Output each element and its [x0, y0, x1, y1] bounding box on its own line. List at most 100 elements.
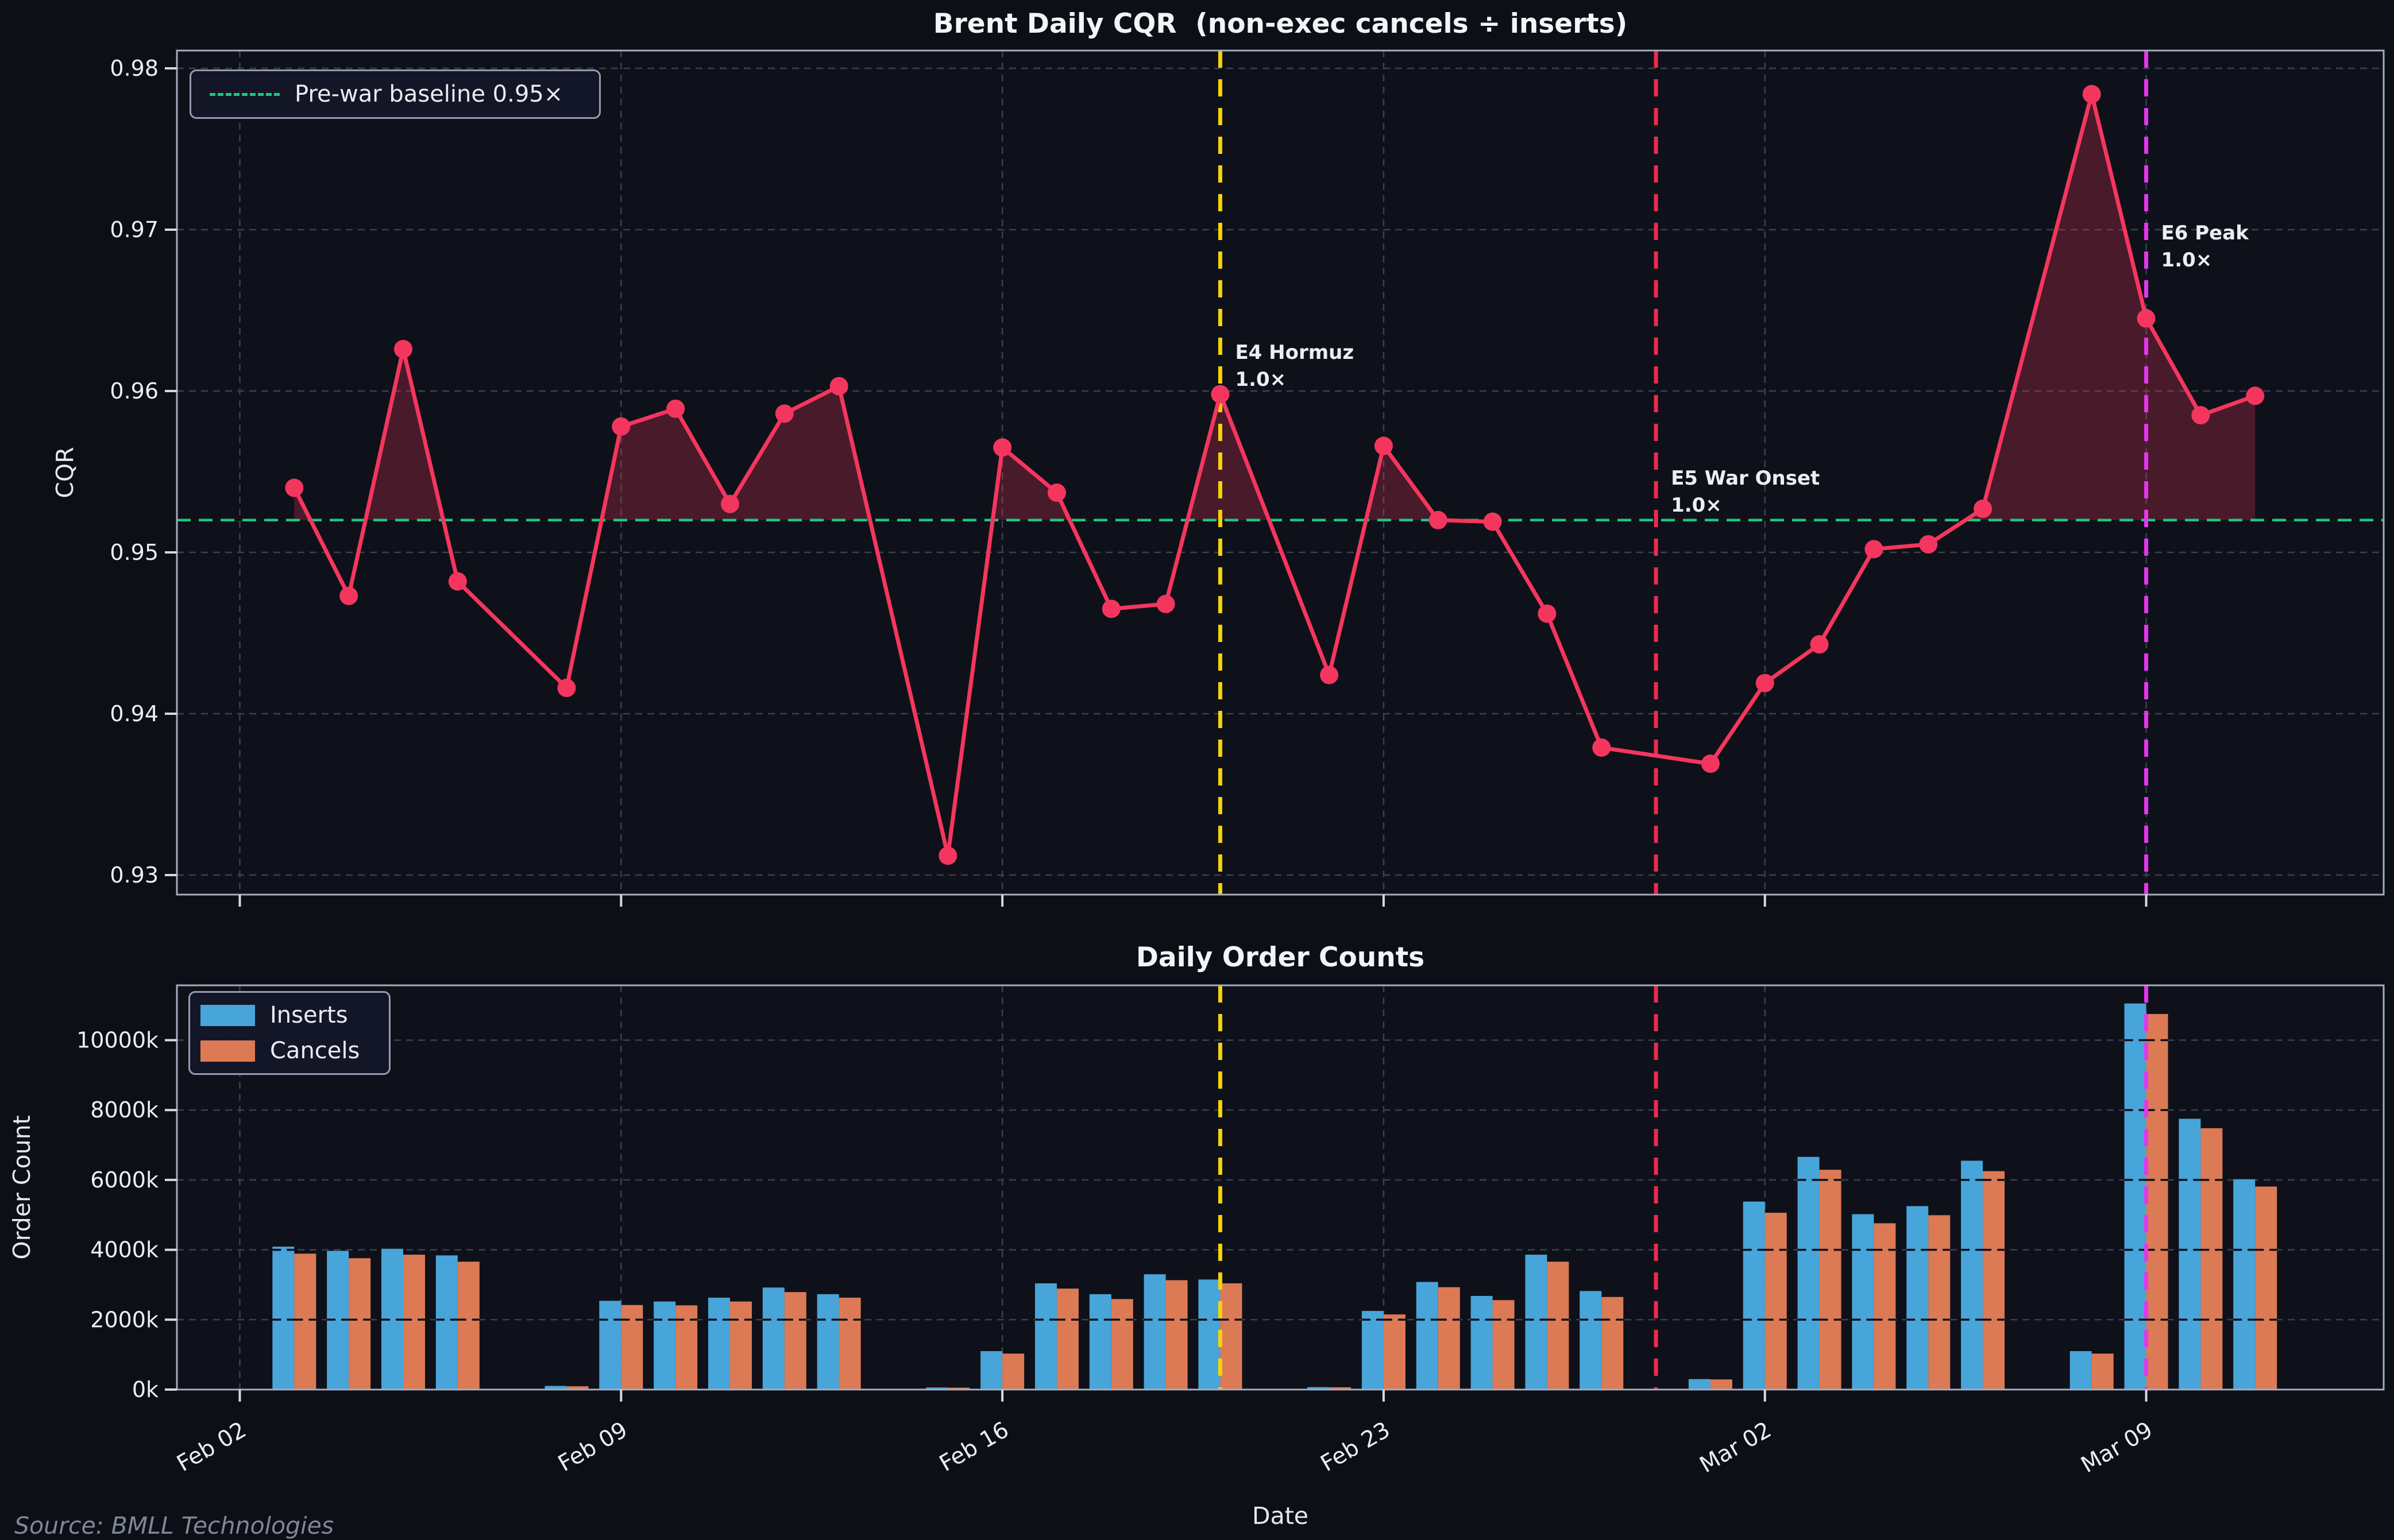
top-y-tick-label: 0.95 — [110, 540, 159, 565]
inserts-bar — [545, 1386, 567, 1390]
cancels-bar — [1002, 1353, 1025, 1390]
cancels-legend-label: Cancels — [270, 1038, 360, 1064]
cancels-bar — [2200, 1128, 2223, 1390]
cancels-bar — [2146, 1013, 2168, 1390]
cqr-data-point — [1374, 436, 1393, 455]
inserts-bar — [1852, 1214, 1874, 1390]
cqr-data-point — [939, 846, 957, 865]
legend-item-cancels: Cancels — [200, 1038, 389, 1064]
top-axes-frame — [176, 49, 2385, 896]
inserts-bar — [1416, 1282, 1438, 1390]
bottom-x-tick-label: Feb 16 — [935, 1417, 1013, 1477]
cqr-data-point — [1102, 599, 1121, 618]
event-label-e4-multiplier: 1.0× — [1235, 368, 1286, 391]
cqr-data-point — [2137, 309, 2156, 328]
inserts-bar — [1361, 1311, 1384, 1390]
cancels-bar — [1220, 1283, 1242, 1390]
series-legend: Inserts Cancels — [188, 991, 391, 1075]
inserts-bar — [2179, 1119, 2201, 1390]
inserts-bar — [1470, 1295, 1493, 1390]
cancels-bar — [948, 1387, 970, 1390]
inserts-swatch — [200, 1004, 255, 1026]
inserts-bar — [1198, 1279, 1221, 1390]
cqr-above-baseline-fill — [1187, 394, 1269, 520]
cancels-bar — [1383, 1314, 1405, 1390]
order-count-y-axis-label: Order Count — [8, 1115, 36, 1259]
inserts-bar — [926, 1387, 948, 1390]
inserts-bar — [1307, 1387, 1330, 1390]
cqr-y-axis-label: CQR — [51, 447, 79, 498]
inserts-bar — [1089, 1294, 1111, 1390]
cqr-data-point — [1919, 535, 1938, 554]
cancels-bar — [1547, 1262, 1569, 1390]
cqr-data-point — [829, 377, 848, 396]
top-y-tick-label: 0.98 — [110, 56, 159, 81]
cqr-data-point — [285, 478, 304, 497]
baseline-legend-label: Pre-war baseline 0.95× — [295, 81, 563, 107]
cqr-data-point — [557, 679, 576, 698]
baseline-legend: Pre-war baseline 0.95× — [190, 69, 601, 119]
cqr-above-baseline-fill — [365, 349, 443, 520]
x-axis-label: Date — [1252, 1502, 1308, 1530]
cancels-bar — [566, 1386, 589, 1390]
inserts-bar — [2124, 1003, 2146, 1390]
cqr-data-point — [393, 339, 412, 358]
cqr-data-point — [2246, 386, 2265, 405]
event-label-e6-multiplier: 1.0× — [2161, 249, 2212, 272]
cqr-data-point — [1974, 500, 1993, 519]
bottom-y-tick-label: 2000k — [90, 1307, 159, 1332]
cancels-bar — [1329, 1387, 1352, 1390]
cqr-data-point — [2191, 406, 2210, 425]
cancels-swatch — [200, 1040, 255, 1062]
top-plot-background — [177, 51, 2384, 895]
bottom-x-tick-label: Mar 02 — [1696, 1417, 1776, 1479]
inserts-legend-label: Inserts — [270, 1002, 348, 1028]
bottom-plot-background — [177, 985, 2384, 1390]
top-y-tick-label: 0.96 — [110, 378, 159, 404]
event-label-e5-multiplier: 1.0× — [1671, 494, 1722, 517]
cancels-bar — [1983, 1171, 2005, 1390]
bottom-y-tick-label: 8000k — [90, 1097, 159, 1123]
inserts-bar — [654, 1301, 676, 1390]
cqr-above-baseline-fill — [1965, 94, 2256, 520]
cqr-data-point — [612, 417, 631, 436]
cqr-data-point — [993, 438, 1012, 457]
cancels-bar — [457, 1262, 480, 1390]
inserts-bar — [1688, 1379, 1710, 1390]
cancels-bar — [403, 1255, 425, 1390]
cancels-bar — [1165, 1280, 1188, 1390]
top-chart-title: Brent Daily CQR (non-exec cancels ÷ inse… — [933, 8, 1628, 40]
top-y-tick-label: 0.94 — [110, 701, 159, 726]
cancels-bar — [294, 1253, 316, 1390]
cqr-data-point — [775, 404, 794, 423]
bottom-axes-frame — [176, 984, 2385, 1391]
bottom-x-tick-label: Mar 09 — [2077, 1417, 2157, 1479]
inserts-bar — [1525, 1255, 1547, 1390]
bottom-x-tick-label: Feb 02 — [172, 1417, 250, 1477]
top-y-tick-label: 0.93 — [110, 862, 159, 888]
cqr-data-point — [1538, 604, 1557, 623]
cqr-above-baseline-fill — [1366, 446, 1438, 520]
inserts-bar — [1797, 1156, 1820, 1390]
cqr-data-point — [720, 494, 739, 513]
bottom-y-tick-label: 10000k — [76, 1028, 159, 1053]
cancels-bar — [1601, 1297, 1624, 1390]
cancels-bar — [1056, 1289, 1079, 1390]
cqr-data-point — [339, 586, 358, 605]
inserts-bar — [2233, 1179, 2256, 1390]
cancels-bar — [1111, 1299, 1133, 1390]
cqr-data-point — [1755, 674, 1774, 692]
inserts-bar — [1034, 1283, 1057, 1390]
inserts-bar — [1906, 1206, 1929, 1390]
inserts-bar — [1961, 1160, 1983, 1390]
cancels-bar — [839, 1297, 861, 1390]
inserts-bar — [708, 1297, 730, 1390]
cancels-bar — [1819, 1170, 1841, 1390]
cancels-bar — [621, 1305, 643, 1390]
inserts-bar — [272, 1247, 295, 1390]
cqr-data-point — [1483, 512, 1502, 531]
inserts-bar — [599, 1301, 621, 1390]
cancels-bar — [1492, 1300, 1515, 1390]
cqr-data-point — [1701, 754, 1720, 773]
